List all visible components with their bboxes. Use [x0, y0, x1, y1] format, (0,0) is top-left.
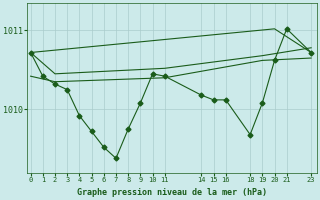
X-axis label: Graphe pression niveau de la mer (hPa): Graphe pression niveau de la mer (hPa): [77, 188, 267, 197]
